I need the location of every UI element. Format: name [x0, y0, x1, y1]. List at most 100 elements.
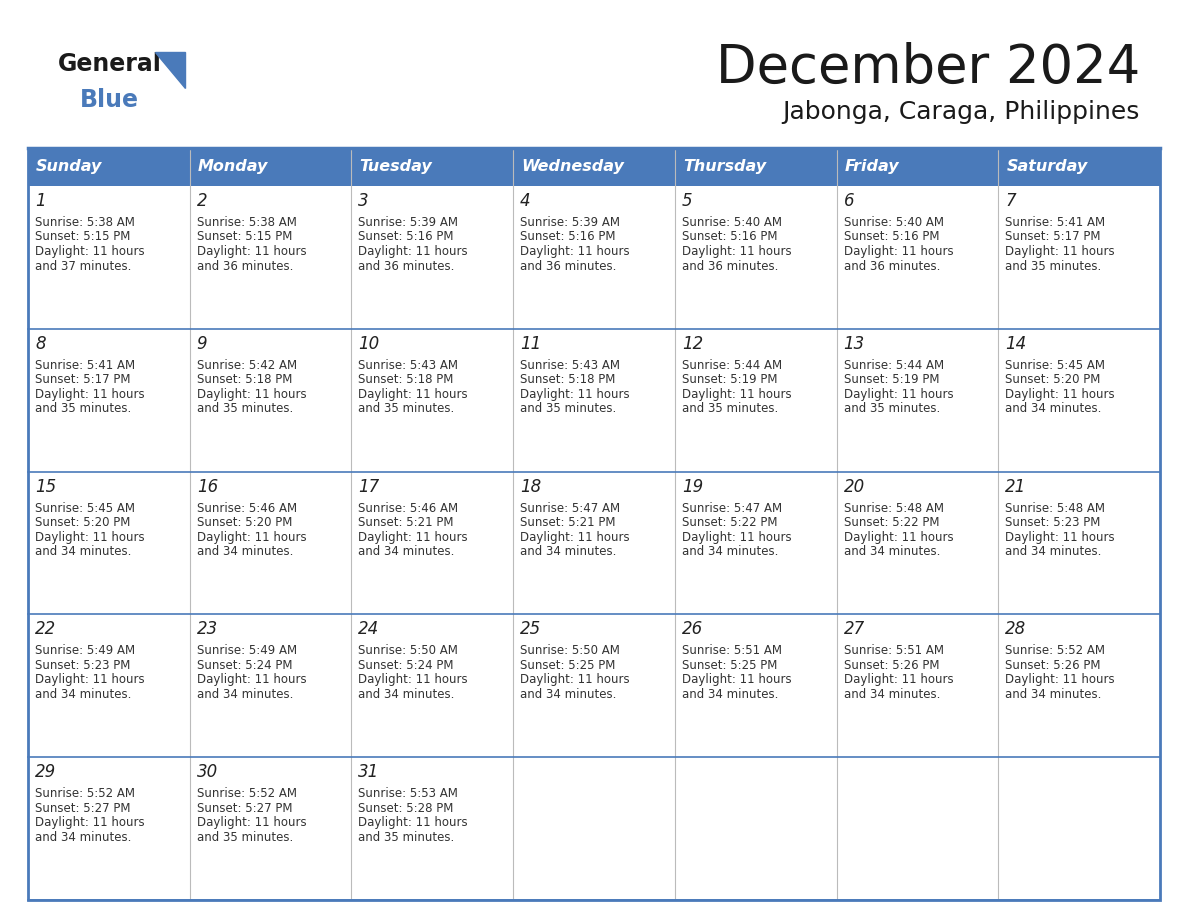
Text: and 34 minutes.: and 34 minutes. [34, 831, 132, 844]
Text: Sunset: 5:22 PM: Sunset: 5:22 PM [682, 516, 777, 529]
Text: General: General [58, 52, 162, 76]
Text: 14: 14 [1005, 335, 1026, 353]
Text: 27: 27 [843, 621, 865, 638]
Text: 2: 2 [197, 192, 208, 210]
Text: and 34 minutes.: and 34 minutes. [197, 545, 293, 558]
Text: Daylight: 11 hours: Daylight: 11 hours [34, 816, 145, 829]
Text: 13: 13 [843, 335, 865, 353]
Text: Sunrise: 5:38 AM: Sunrise: 5:38 AM [197, 216, 297, 229]
Text: Sunset: 5:22 PM: Sunset: 5:22 PM [843, 516, 939, 529]
Text: Sunset: 5:18 PM: Sunset: 5:18 PM [197, 374, 292, 386]
Text: Daylight: 11 hours: Daylight: 11 hours [359, 816, 468, 829]
Text: and 35 minutes.: and 35 minutes. [197, 831, 293, 844]
Text: Sunset: 5:25 PM: Sunset: 5:25 PM [682, 659, 777, 672]
Text: Sunrise: 5:51 AM: Sunrise: 5:51 AM [682, 644, 782, 657]
Text: Daylight: 11 hours: Daylight: 11 hours [682, 245, 791, 258]
Text: Daylight: 11 hours: Daylight: 11 hours [843, 674, 953, 687]
Text: Sunset: 5:16 PM: Sunset: 5:16 PM [682, 230, 777, 243]
Text: Sunset: 5:23 PM: Sunset: 5:23 PM [34, 659, 131, 672]
Text: 31: 31 [359, 763, 380, 781]
Text: Friday: Friday [845, 160, 899, 174]
Text: Daylight: 11 hours: Daylight: 11 hours [520, 245, 630, 258]
Text: Sunset: 5:16 PM: Sunset: 5:16 PM [843, 230, 939, 243]
Text: Sunrise: 5:47 AM: Sunrise: 5:47 AM [520, 501, 620, 515]
Text: Daylight: 11 hours: Daylight: 11 hours [520, 387, 630, 401]
Text: Daylight: 11 hours: Daylight: 11 hours [34, 531, 145, 543]
Text: 29: 29 [34, 763, 56, 781]
Text: Sunrise: 5:42 AM: Sunrise: 5:42 AM [197, 359, 297, 372]
Text: Sunrise: 5:40 AM: Sunrise: 5:40 AM [843, 216, 943, 229]
Text: 28: 28 [1005, 621, 1026, 638]
Text: 9: 9 [197, 335, 208, 353]
Text: Sunset: 5:18 PM: Sunset: 5:18 PM [359, 374, 454, 386]
Text: Sunrise: 5:41 AM: Sunrise: 5:41 AM [1005, 216, 1105, 229]
Text: and 36 minutes.: and 36 minutes. [359, 260, 455, 273]
Text: Daylight: 11 hours: Daylight: 11 hours [843, 387, 953, 401]
Text: and 35 minutes.: and 35 minutes. [197, 402, 293, 415]
Text: and 34 minutes.: and 34 minutes. [197, 688, 293, 701]
Text: December 2024: December 2024 [715, 42, 1140, 94]
Text: Sunrise: 5:39 AM: Sunrise: 5:39 AM [520, 216, 620, 229]
Text: and 35 minutes.: and 35 minutes. [520, 402, 617, 415]
Text: Sunset: 5:19 PM: Sunset: 5:19 PM [843, 374, 939, 386]
Text: and 36 minutes.: and 36 minutes. [520, 260, 617, 273]
Text: Sunset: 5:20 PM: Sunset: 5:20 PM [197, 516, 292, 529]
Text: and 36 minutes.: and 36 minutes. [197, 260, 293, 273]
Text: 18: 18 [520, 477, 542, 496]
Text: 26: 26 [682, 621, 703, 638]
Text: and 35 minutes.: and 35 minutes. [843, 402, 940, 415]
Bar [29, 186, 1159, 900]
Text: Daylight: 11 hours: Daylight: 11 hours [1005, 531, 1114, 543]
Text: Daylight: 11 hours: Daylight: 11 hours [359, 245, 468, 258]
Text: Wednesday: Wednesday [522, 160, 624, 174]
Text: Monday: Monday [197, 160, 268, 174]
Text: 6: 6 [843, 192, 854, 210]
Text: Sunset: 5:24 PM: Sunset: 5:24 PM [359, 659, 454, 672]
Text: Sunset: 5:20 PM: Sunset: 5:20 PM [34, 516, 131, 529]
Text: and 36 minutes.: and 36 minutes. [682, 260, 778, 273]
Text: and 35 minutes.: and 35 minutes. [359, 831, 455, 844]
Text: Sunset: 5:19 PM: Sunset: 5:19 PM [682, 374, 777, 386]
Text: Daylight: 11 hours: Daylight: 11 hours [520, 531, 630, 543]
Text: Daylight: 11 hours: Daylight: 11 hours [197, 245, 307, 258]
Text: Daylight: 11 hours: Daylight: 11 hours [1005, 245, 1114, 258]
Text: 22: 22 [34, 621, 56, 638]
Text: Sunset: 5:27 PM: Sunset: 5:27 PM [197, 801, 292, 814]
Text: Daylight: 11 hours: Daylight: 11 hours [843, 531, 953, 543]
Text: and 37 minutes.: and 37 minutes. [34, 260, 132, 273]
Text: 30: 30 [197, 763, 217, 781]
Text: and 34 minutes.: and 34 minutes. [1005, 545, 1101, 558]
Text: and 35 minutes.: and 35 minutes. [359, 402, 455, 415]
Text: Daylight: 11 hours: Daylight: 11 hours [682, 531, 791, 543]
Text: and 34 minutes.: and 34 minutes. [34, 688, 132, 701]
Text: Sunrise: 5:43 AM: Sunrise: 5:43 AM [359, 359, 459, 372]
Text: Sunset: 5:21 PM: Sunset: 5:21 PM [520, 516, 615, 529]
Text: Sunrise: 5:45 AM: Sunrise: 5:45 AM [34, 501, 135, 515]
Text: 25: 25 [520, 621, 542, 638]
Text: 3: 3 [359, 192, 369, 210]
Text: Sunrise: 5:48 AM: Sunrise: 5:48 AM [843, 501, 943, 515]
Text: and 34 minutes.: and 34 minutes. [843, 688, 940, 701]
Text: Sunset: 5:18 PM: Sunset: 5:18 PM [520, 374, 615, 386]
Text: Sunrise: 5:49 AM: Sunrise: 5:49 AM [34, 644, 135, 657]
Text: Sunrise: 5:50 AM: Sunrise: 5:50 AM [520, 644, 620, 657]
Text: and 34 minutes.: and 34 minutes. [1005, 688, 1101, 701]
Text: Sunrise: 5:51 AM: Sunrise: 5:51 AM [843, 644, 943, 657]
Text: 4: 4 [520, 192, 531, 210]
Text: Daylight: 11 hours: Daylight: 11 hours [34, 245, 145, 258]
Bar [29, 148, 1159, 186]
Text: 8: 8 [34, 335, 45, 353]
Text: Daylight: 11 hours: Daylight: 11 hours [197, 674, 307, 687]
Text: Sunset: 5:17 PM: Sunset: 5:17 PM [1005, 230, 1101, 243]
Text: 7: 7 [1005, 192, 1016, 210]
Text: and 34 minutes.: and 34 minutes. [34, 545, 132, 558]
Text: Sunset: 5:21 PM: Sunset: 5:21 PM [359, 516, 454, 529]
Text: 20: 20 [843, 477, 865, 496]
Text: and 34 minutes.: and 34 minutes. [359, 688, 455, 701]
Text: Sunset: 5:15 PM: Sunset: 5:15 PM [197, 230, 292, 243]
Text: 17: 17 [359, 477, 380, 496]
Text: Sunrise: 5:52 AM: Sunrise: 5:52 AM [197, 788, 297, 800]
Text: Sunset: 5:16 PM: Sunset: 5:16 PM [359, 230, 454, 243]
Text: Daylight: 11 hours: Daylight: 11 hours [359, 531, 468, 543]
Text: Sunrise: 5:41 AM: Sunrise: 5:41 AM [34, 359, 135, 372]
